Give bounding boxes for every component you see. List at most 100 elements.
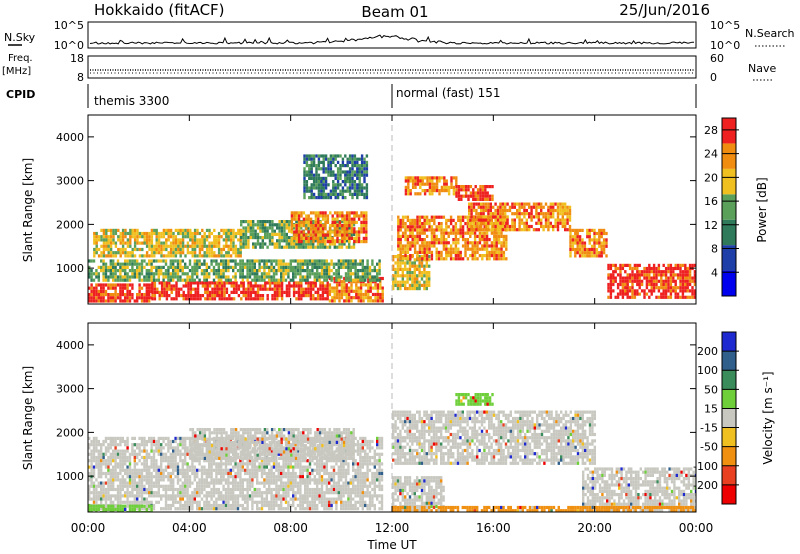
velocity-cell xyxy=(145,452,148,456)
power-cell xyxy=(638,263,641,267)
power-cell xyxy=(681,279,685,283)
power-cell xyxy=(348,183,352,187)
power-cell xyxy=(119,238,122,242)
power-cell xyxy=(425,241,429,245)
power-cell xyxy=(285,232,288,236)
power-cell xyxy=(511,205,514,209)
power-cell xyxy=(150,241,154,245)
velocity-cell xyxy=(157,471,160,476)
power-cell xyxy=(107,228,110,232)
velocity-cell xyxy=(128,484,132,488)
velocity-cell xyxy=(109,481,112,485)
power-cell xyxy=(331,230,334,234)
velocity-cell xyxy=(145,487,148,492)
power-cell xyxy=(155,231,158,236)
power-cell xyxy=(203,269,206,273)
velocity-cell xyxy=(157,443,160,447)
velocity-cell xyxy=(95,443,98,447)
velocity-cell xyxy=(143,449,146,453)
power-cell xyxy=(176,262,180,266)
velocity-cell xyxy=(140,487,144,492)
power-cell xyxy=(259,297,262,301)
power-cell xyxy=(259,220,262,224)
nsky-tick-top: 10^5 xyxy=(54,19,84,32)
velocity-cell xyxy=(112,443,115,447)
power-cell xyxy=(480,202,483,206)
power-cell xyxy=(561,224,564,229)
power-cell xyxy=(447,250,450,254)
power-cell xyxy=(411,228,414,232)
power-cell xyxy=(348,245,351,249)
power-cell xyxy=(528,215,531,219)
power-cell xyxy=(396,261,400,265)
power-cell xyxy=(350,245,353,249)
power-cell xyxy=(343,233,346,237)
power-cell xyxy=(138,272,141,276)
power-cell xyxy=(411,182,415,186)
power-cell xyxy=(124,299,127,303)
power-cell xyxy=(319,214,322,218)
power-cell xyxy=(464,250,467,254)
velocity-cell xyxy=(167,449,170,453)
power-cell xyxy=(343,283,346,287)
power-cell xyxy=(248,272,252,276)
power-cell xyxy=(271,297,274,301)
power-cell xyxy=(495,231,498,235)
power-cell xyxy=(684,273,687,277)
power-cell xyxy=(306,262,309,266)
power-cell xyxy=(484,205,488,209)
power-cell xyxy=(686,279,689,283)
power-cell xyxy=(306,275,309,279)
power-cell xyxy=(321,230,325,234)
power-cell xyxy=(167,238,170,242)
power-cell xyxy=(607,273,610,277)
velocity-cell xyxy=(155,439,158,444)
power-cell xyxy=(210,262,213,266)
power-cell xyxy=(160,294,164,298)
power-cell xyxy=(112,283,115,287)
velocity-cell xyxy=(152,462,156,466)
power-cell xyxy=(235,287,238,291)
power-cell xyxy=(319,294,322,298)
power-cell xyxy=(559,202,562,206)
power-cell xyxy=(285,226,288,230)
power-cell xyxy=(312,160,316,164)
power-cell xyxy=(157,247,161,252)
power-cell xyxy=(409,218,412,222)
power-cell xyxy=(336,173,340,177)
power-cell xyxy=(392,283,395,287)
power-cell xyxy=(437,257,441,261)
power-cell xyxy=(301,269,304,273)
power-cell xyxy=(614,279,617,283)
power-cell xyxy=(278,242,281,246)
power-cell xyxy=(482,218,485,222)
power-cell xyxy=(445,238,448,242)
power-cell xyxy=(283,236,286,240)
power-cell xyxy=(457,188,461,192)
power-cell xyxy=(356,186,359,190)
power-cell xyxy=(290,242,293,246)
velocity-cell xyxy=(167,455,170,460)
power-cell xyxy=(284,269,288,273)
power-cell xyxy=(317,236,320,240)
velocity-cell xyxy=(186,484,189,488)
power-cell xyxy=(598,238,601,242)
power-cell xyxy=(247,220,250,224)
power-cell xyxy=(401,218,405,222)
power-cell xyxy=(102,259,105,263)
power-cell xyxy=(559,208,562,213)
power-cell xyxy=(406,257,410,261)
power-cell xyxy=(265,262,268,266)
power-cell xyxy=(133,231,137,236)
power-cell xyxy=(321,297,325,301)
power-cell xyxy=(152,272,156,276)
power-cell xyxy=(308,164,311,168)
power-cell xyxy=(586,247,589,252)
power-cell xyxy=(324,224,327,228)
velocity-cell xyxy=(186,497,189,501)
power-cell xyxy=(242,239,245,243)
power-cell xyxy=(336,217,339,221)
power-cell xyxy=(440,257,443,261)
power-cell xyxy=(348,173,352,177)
velocity-cell xyxy=(100,497,103,501)
